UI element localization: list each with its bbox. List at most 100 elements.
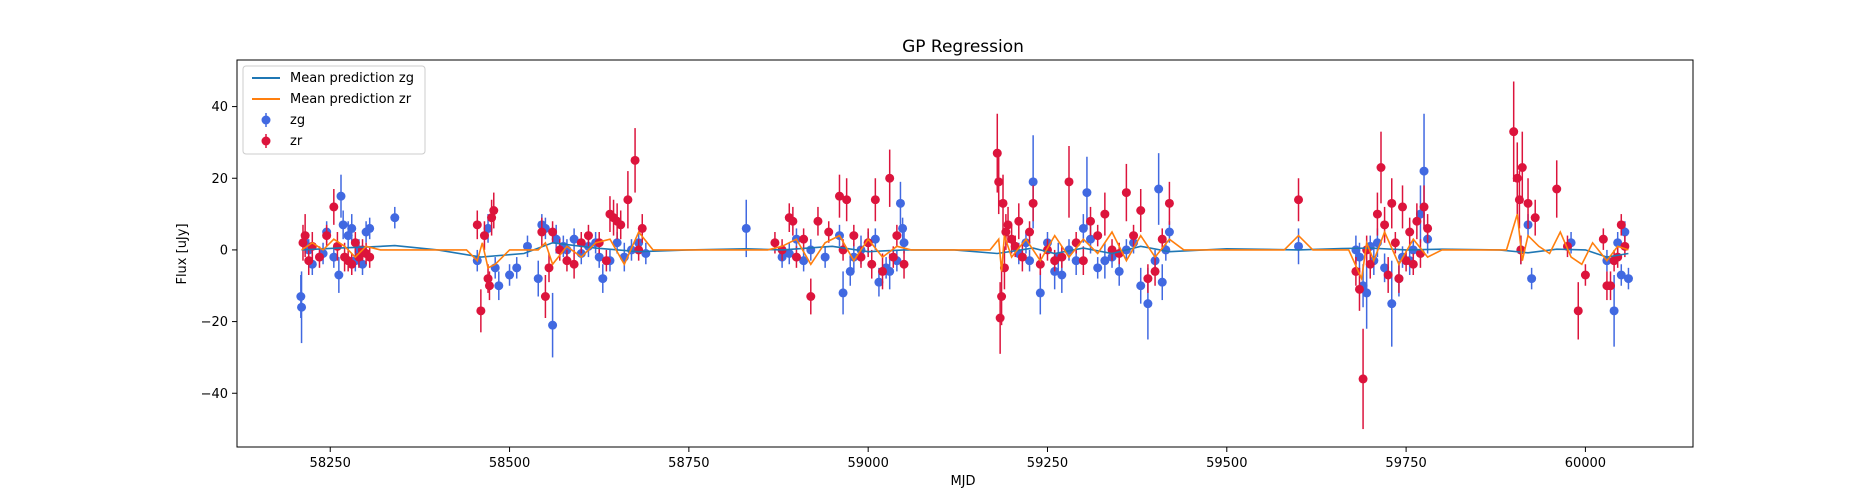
marker-zr [1050, 256, 1060, 266]
y-axis: −40 −20 0 20 40 [201, 100, 237, 402]
marker-zg [598, 274, 608, 284]
data-point-zg [1136, 267, 1146, 304]
marker-zr [489, 206, 499, 215]
marker-zr [322, 231, 332, 241]
data-point-zr [569, 249, 579, 279]
data-point-zr [365, 246, 375, 268]
marker-zr [1580, 270, 1590, 280]
marker-zr [1376, 163, 1386, 172]
data-point-zg [329, 246, 339, 268]
marker-zr [1398, 202, 1408, 212]
data-point-zr [322, 224, 332, 247]
data-point-zr [548, 221, 558, 243]
marker-zr [1573, 306, 1583, 316]
marker-zr [540, 292, 550, 301]
marker-zr [637, 223, 647, 233]
marker-zg [548, 320, 558, 330]
marker-zg [1082, 188, 1092, 198]
data-point-zg [1623, 267, 1633, 290]
data-point-zg [365, 217, 375, 240]
marker-zr [856, 252, 866, 262]
marker-zg [1616, 270, 1626, 280]
marker-zr [788, 216, 798, 226]
marker-zr [1405, 227, 1415, 237]
marker-zr [616, 220, 626, 230]
data-point-zr [1412, 203, 1422, 240]
marker-zg [1387, 299, 1397, 309]
data-point-zr [1078, 246, 1088, 275]
marker-zg [895, 198, 905, 208]
marker-zr [1380, 220, 1390, 230]
marker-zr [997, 292, 1007, 301]
y-tick-label: 0 [220, 243, 228, 258]
marker-zr [1606, 281, 1616, 291]
x-tick-label: 59500 [1206, 456, 1247, 471]
data-point-zr [1086, 206, 1096, 236]
marker-zr [347, 259, 357, 269]
data-point-zg [1157, 264, 1167, 301]
marker-zr [899, 259, 909, 269]
x-tick-label: 58250 [310, 456, 351, 471]
marker-zr [1136, 206, 1146, 215]
marker-zr [576, 238, 586, 248]
marker-zg [390, 213, 400, 223]
data-point-zg [390, 206, 400, 229]
legend-label-mean-zg: Mean prediction zg [290, 71, 414, 86]
marker-zr [1143, 274, 1153, 284]
marker-zg [1415, 209, 1425, 219]
marker-zr [583, 231, 593, 241]
data-point-zr [1035, 253, 1045, 275]
marker-zg [849, 252, 859, 262]
data-point-zg [569, 228, 579, 250]
marker-zr [1164, 198, 1174, 208]
data-point-zg [849, 242, 859, 272]
data-point-zg [1415, 185, 1425, 243]
data-point-zr [1398, 185, 1408, 229]
marker-zr [1365, 259, 1375, 269]
marker-zr [1025, 227, 1035, 237]
marker-zr [476, 306, 486, 316]
data-point-zr [1025, 221, 1035, 243]
data-point-zr [1616, 214, 1626, 236]
marker-zr [770, 238, 780, 248]
x-tick-label: 58750 [668, 456, 709, 471]
data-point-zg [522, 235, 532, 258]
marker-zr [562, 256, 572, 266]
data-point-zr [1017, 242, 1027, 272]
data-point-zr [1129, 224, 1139, 247]
marker-zr [594, 238, 604, 248]
marker-zg [329, 252, 339, 262]
marker-zr [304, 256, 314, 266]
marker-zg [1613, 238, 1623, 248]
data-point-zr [1376, 131, 1386, 204]
marker-zr [350, 238, 360, 248]
marker-zr [1071, 238, 1081, 248]
marker-zr [483, 274, 493, 284]
chart-title: GP Regression [902, 37, 1024, 57]
y-tick-label: 40 [211, 100, 228, 115]
marker-zr [1064, 177, 1074, 187]
marker-zr [1387, 198, 1397, 208]
data-point-zg [1616, 264, 1626, 286]
data-point-zg [741, 199, 751, 258]
data-point-zr [997, 267, 1007, 326]
data-point-zr [1419, 185, 1429, 229]
data-point-zr [1294, 178, 1304, 222]
data-point-zr [998, 174, 1008, 232]
marker-zr [314, 252, 324, 262]
marker-zr [1057, 252, 1067, 262]
data-point-zg [845, 257, 855, 286]
data-point-zr [1100, 192, 1110, 236]
data-point-zg [799, 249, 809, 272]
marker-zg [1419, 166, 1429, 176]
marker-zg [1354, 252, 1364, 262]
line-mean-prediction-zr [301, 213, 1629, 282]
marker-zr [870, 195, 880, 205]
data-point-zr [1136, 189, 1146, 232]
marker-zg [1114, 266, 1124, 276]
data-point-zg [1154, 153, 1164, 225]
data-point-zg [494, 271, 504, 301]
data-point-zr [1150, 257, 1160, 286]
x-tick-label: 59250 [1027, 456, 1068, 471]
x-tick-label: 60000 [1565, 456, 1606, 471]
